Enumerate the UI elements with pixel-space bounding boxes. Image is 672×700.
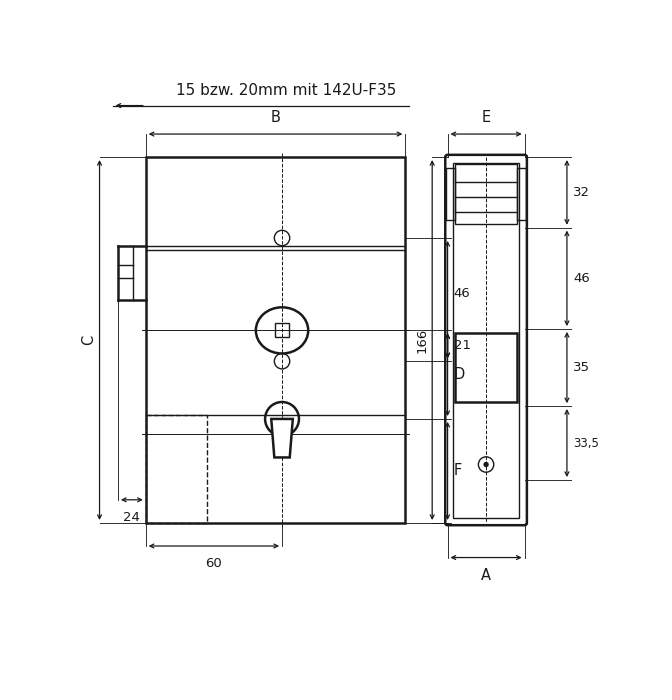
- Bar: [456, 333, 517, 402]
- Bar: [446, 168, 456, 220]
- Text: D: D: [454, 368, 465, 382]
- Text: 33,5: 33,5: [573, 437, 599, 449]
- Text: 46: 46: [573, 272, 590, 285]
- Bar: [146, 415, 208, 523]
- Text: E: E: [482, 110, 491, 125]
- Text: 35: 35: [573, 361, 590, 374]
- Bar: [456, 164, 517, 224]
- Bar: [146, 157, 405, 523]
- Bar: [275, 323, 289, 337]
- Text: C: C: [81, 335, 95, 345]
- Text: 32: 32: [573, 186, 590, 199]
- Bar: [517, 168, 526, 220]
- Text: 46: 46: [454, 287, 470, 300]
- Text: B: B: [271, 110, 280, 125]
- Bar: [453, 162, 519, 517]
- Text: 166: 166: [415, 328, 428, 353]
- Text: 24: 24: [124, 510, 140, 524]
- Text: 21: 21: [454, 340, 471, 352]
- Polygon shape: [271, 419, 293, 458]
- Text: 60: 60: [206, 556, 222, 570]
- Circle shape: [483, 462, 489, 467]
- Text: 15 bzw. 20mm mit 142U-F35: 15 bzw. 20mm mit 142U-F35: [175, 83, 396, 98]
- Text: A: A: [481, 568, 491, 583]
- Text: F: F: [454, 463, 462, 478]
